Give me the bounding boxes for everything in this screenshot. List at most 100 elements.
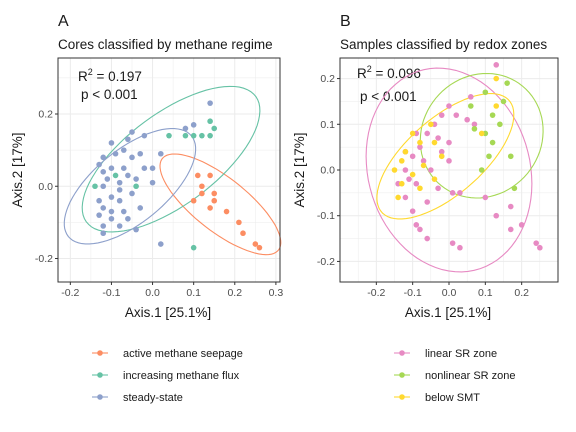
data-point: [493, 62, 500, 68]
data-point: [398, 158, 405, 164]
data-point: [125, 172, 131, 179]
x-tick-label: -0.1: [404, 287, 422, 299]
data-point: [435, 185, 441, 192]
panel-b-grid: [340, 58, 558, 282]
data-point: [486, 153, 492, 160]
data-point: [100, 230, 107, 237]
data-point: [108, 140, 115, 146]
data-point: [438, 153, 445, 160]
data-point: [211, 125, 218, 132]
data-point: [120, 208, 127, 215]
data-point: [194, 172, 201, 179]
data-point: [182, 132, 189, 139]
confidence-ellipse: [365, 67, 533, 273]
data-point: [149, 165, 156, 171]
data-point: [507, 226, 514, 233]
data-point: [457, 244, 463, 251]
data-point: [157, 150, 164, 157]
x-tick-label: -0.2: [367, 287, 385, 299]
data-point: [182, 125, 189, 132]
legend-label: steady-state: [123, 392, 183, 404]
x-tick-label: -0.1: [102, 287, 120, 299]
data-point: [199, 183, 205, 190]
x-tick-label: 0.1: [478, 287, 493, 299]
data-point: [489, 139, 496, 146]
legend-key-point: [97, 350, 103, 356]
data-point: [533, 240, 539, 246]
data-point: [438, 148, 445, 155]
data-point: [116, 197, 123, 204]
data-point: [489, 112, 496, 118]
confidence-ellipse: [159, 153, 282, 256]
data-point: [420, 158, 427, 164]
data-point: [252, 241, 259, 247]
panel-a-x-axis-title: Axis.1 [25.1%]: [125, 305, 211, 320]
data-point: [166, 132, 172, 139]
data-point: [190, 122, 197, 128]
data-point: [446, 158, 452, 164]
data-point: [409, 208, 416, 214]
data-point: [446, 139, 452, 146]
data-point: [482, 89, 489, 96]
data-point: [116, 223, 123, 229]
data-point: [100, 223, 107, 229]
data-point: [125, 215, 131, 222]
legend-key-point: [399, 394, 405, 400]
data-point: [137, 205, 144, 211]
data-point: [537, 244, 543, 251]
panel-b-title: Samples classified by redox zones: [340, 37, 547, 52]
confidence-ellipse: [376, 93, 515, 220]
data-point: [409, 171, 416, 178]
data-point: [108, 194, 115, 200]
y-tick-label: -0.1: [317, 210, 335, 222]
data-point: [211, 197, 218, 204]
data-point: [409, 153, 416, 160]
data-point: [96, 161, 102, 168]
data-point: [428, 167, 434, 173]
data-point: [478, 130, 485, 137]
y-tick-label: 0.1: [320, 119, 335, 131]
data-point: [518, 222, 525, 228]
data-point: [100, 154, 107, 161]
x-tick-label: 0.2: [227, 287, 242, 299]
data-point: [471, 121, 478, 128]
data-point: [402, 194, 409, 201]
data-point: [453, 112, 460, 118]
data-point: [431, 139, 438, 146]
data-point: [493, 212, 500, 219]
data-point: [457, 190, 463, 196]
y-tick-label: 0.0: [38, 181, 53, 193]
data-point: [424, 130, 431, 137]
y-tick-label: 0.0: [320, 165, 335, 177]
data-point: [92, 183, 98, 190]
data-point: [504, 80, 510, 86]
x-tick-label: 0.0: [442, 287, 457, 299]
confidence-ellipse: [63, 128, 197, 245]
data-point: [116, 179, 123, 186]
panel-a-r2-annotation: R2 = 0.197: [78, 67, 142, 84]
data-point: [207, 172, 213, 179]
data-point: [100, 169, 107, 175]
data-point: [141, 132, 148, 139]
data-point: [190, 197, 197, 204]
data-point: [108, 208, 115, 215]
data-point: [137, 150, 144, 157]
data-point: [471, 126, 478, 132]
y-tick-label: 0.2: [38, 109, 53, 121]
data-point: [129, 154, 135, 161]
panel-a-y-axis-title: Axis.2 [17%]: [10, 132, 25, 207]
x-tick-label: 0.3: [269, 287, 284, 299]
data-point: [424, 235, 431, 242]
data-point: [482, 194, 489, 201]
data-point: [406, 176, 412, 182]
data-point: [125, 136, 131, 143]
legend-label: nonlinear SR zone: [425, 370, 516, 382]
panel-b-y-axis-title: Axis.2 [17%]: [292, 132, 307, 207]
data-point: [207, 118, 213, 125]
data-point: [112, 172, 119, 179]
data-point: [413, 222, 420, 228]
data-point: [417, 139, 423, 146]
data-point: [449, 240, 456, 246]
data-point: [409, 130, 416, 137]
data-point: [120, 147, 127, 153]
